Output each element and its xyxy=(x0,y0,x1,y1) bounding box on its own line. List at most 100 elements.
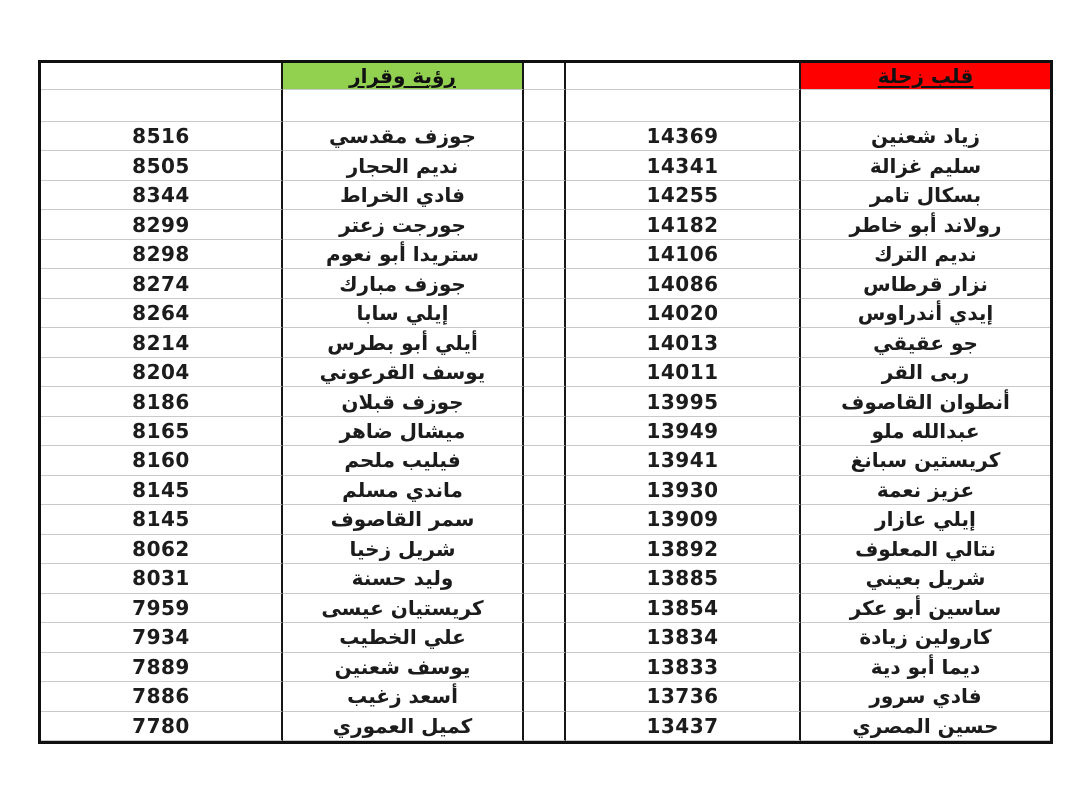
right-name-cell: ساسين أبو عكر xyxy=(801,594,1050,624)
gap-cell xyxy=(524,269,566,299)
right-vote-cell: 13909 xyxy=(566,505,801,535)
right-vote-cell: 13885 xyxy=(566,564,801,594)
right-vote-cell: 14011 xyxy=(566,357,801,388)
left-vote-cell: 8505 xyxy=(41,151,283,181)
right-vote-cell: 14369 xyxy=(566,122,801,152)
right-name-cell: عزيز نعمة xyxy=(801,476,1050,506)
gap-cell xyxy=(524,210,566,240)
right-name-cell: جو عقيقي xyxy=(801,328,1050,358)
list-header-heart-of-zahle: قلب زحلة xyxy=(801,63,1050,90)
right-vote-cell: 14013 xyxy=(566,328,801,358)
right-vote-cell: 13834 xyxy=(566,623,801,653)
right-name-cell: إيلي عازار xyxy=(801,505,1050,535)
left-vote-cell: 8214 xyxy=(41,328,283,358)
left-name-cell: أسعد زغيب xyxy=(283,682,524,712)
right-name-cell: سليم غزالة xyxy=(801,151,1050,181)
spacer-cell xyxy=(801,90,1050,122)
right-vote-cell: 13949 xyxy=(566,416,801,447)
gap-cell xyxy=(524,505,566,535)
left-name-cell: إيلي سابا xyxy=(283,298,524,329)
left-vote-cell: 8298 xyxy=(41,239,283,270)
election-results-table: رؤية وقرار قلب زحلة 8516 جوزف مقدسي 14369 ز… xyxy=(38,60,1053,744)
right-vote-cell: 13736 xyxy=(566,682,801,712)
right-vote-cell: 13437 xyxy=(566,711,801,741)
left-name-cell: يوسف شعنين xyxy=(283,652,524,683)
spacer-cell xyxy=(283,90,524,122)
left-votes-header-cell xyxy=(41,63,283,90)
left-name-cell: جوزف مبارك xyxy=(283,269,524,299)
right-name-cell: نديم الترك xyxy=(801,240,1050,270)
right-vote-cell: 13930 xyxy=(566,475,801,506)
gap-cell xyxy=(524,593,566,624)
right-vote-cell: 14020 xyxy=(566,298,801,329)
gap-cell xyxy=(524,328,566,358)
right-name-cell: فادي سرور xyxy=(801,682,1050,712)
right-name-cell: عبدالله ملو xyxy=(801,417,1050,447)
gap-cell xyxy=(524,357,566,388)
gap-cell xyxy=(524,623,566,653)
spacer-cell xyxy=(41,90,283,122)
right-vote-cell: 13854 xyxy=(566,593,801,624)
right-name-cell: رولاند أبو خاطر xyxy=(801,210,1050,240)
right-vote-cell: 14341 xyxy=(566,151,801,181)
right-vote-cell: 13995 xyxy=(566,387,801,417)
left-vote-cell: 8062 xyxy=(41,534,283,565)
gap-header-cell xyxy=(524,63,566,90)
right-name-cell: إيدي أندراوس xyxy=(801,299,1050,329)
left-name-cell: كريستيان عيسى xyxy=(283,593,524,624)
right-vote-cell: 14255 xyxy=(566,180,801,211)
gap-cell xyxy=(524,416,566,447)
right-name-cell: أنطوان القاصوف xyxy=(801,387,1050,417)
right-vote-cell: 14182 xyxy=(566,210,801,240)
left-name-cell: فيليب ملحم xyxy=(283,446,524,476)
left-vote-cell: 8160 xyxy=(41,446,283,476)
left-name-cell: وليد حسنة xyxy=(283,564,524,594)
left-vote-cell: 8145 xyxy=(41,505,283,535)
right-vote-cell: 14106 xyxy=(566,239,801,270)
left-name-cell: جوزف قبلان xyxy=(283,387,524,417)
left-name-cell: شريل زخيا xyxy=(283,534,524,565)
right-name-cell: كريستين سبانغ xyxy=(801,446,1050,476)
left-vote-cell: 7934 xyxy=(41,623,283,653)
left-name-cell: سمر القاصوف xyxy=(283,505,524,535)
right-name-cell: ديما أبو دية xyxy=(801,653,1050,683)
left-vote-cell: 8264 xyxy=(41,298,283,329)
right-name-cell: زياد شعنين xyxy=(801,122,1050,152)
right-name-cell: بسكال تامر xyxy=(801,181,1050,211)
left-vote-cell: 7889 xyxy=(41,652,283,683)
gap-cell xyxy=(524,180,566,211)
left-vote-cell: 8145 xyxy=(41,475,283,506)
left-vote-cell: 8344 xyxy=(41,180,283,211)
left-vote-cell: 7886 xyxy=(41,682,283,712)
gap-cell xyxy=(524,298,566,329)
left-vote-cell: 8204 xyxy=(41,357,283,388)
gap-cell xyxy=(524,652,566,683)
left-vote-cell: 8165 xyxy=(41,416,283,447)
left-name-cell: ميشال ضاهر xyxy=(283,416,524,447)
left-vote-cell: 8299 xyxy=(41,210,283,240)
right-name-cell: ربى القر xyxy=(801,358,1050,388)
right-vote-cell: 13941 xyxy=(566,446,801,476)
list-header-vision-and-decision: رؤية وقرار xyxy=(283,63,524,90)
right-vote-cell: 13892 xyxy=(566,534,801,565)
right-name-cell: كارولين زيادة xyxy=(801,623,1050,653)
gap-cell xyxy=(524,534,566,565)
right-name-cell: نزار قرطاس xyxy=(801,269,1050,299)
gap-cell xyxy=(524,387,566,417)
left-name-cell: علي الخطيب xyxy=(283,623,524,653)
right-name-cell: حسين المصري xyxy=(801,712,1050,741)
gap-cell xyxy=(524,122,566,152)
gap-cell xyxy=(524,446,566,476)
gap-cell xyxy=(524,564,566,594)
right-name-cell: شريل بعيني xyxy=(801,564,1050,594)
left-name-cell: ستريدا أبو نعوم xyxy=(283,239,524,270)
spacer-cell xyxy=(524,90,566,122)
right-vote-cell: 13833 xyxy=(566,652,801,683)
left-name-cell: كميل العموري xyxy=(283,711,524,741)
left-name-cell: ماندي مسلم xyxy=(283,475,524,506)
gap-cell xyxy=(524,475,566,506)
left-name-cell: أيلي أبو بطرس xyxy=(283,328,524,358)
gap-cell xyxy=(524,682,566,712)
right-name-cell: نتالي المعلوف xyxy=(801,535,1050,565)
